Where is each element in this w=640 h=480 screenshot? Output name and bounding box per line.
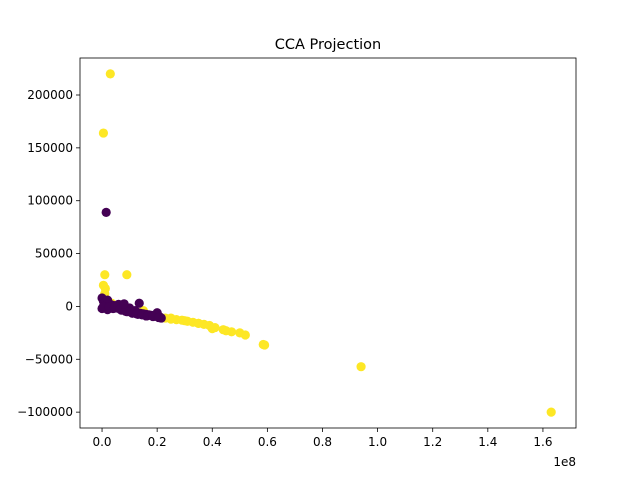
scatter-point-series-1 xyxy=(101,207,111,217)
scatter-point-series-0 xyxy=(221,326,231,336)
y-tick-label: 200000 xyxy=(27,88,73,102)
scatter-point-series-0 xyxy=(240,330,250,340)
x-axis: 0.0 0.2 0.4 0.6 0.8 1.0 1.2 1.4 1.6 xyxy=(92,428,552,449)
scatter-point-series-0 xyxy=(207,324,217,334)
y-tick-label: 100000 xyxy=(27,194,73,208)
plot-frame xyxy=(79,57,577,429)
y-tick-label: −50000 xyxy=(25,352,73,366)
y-tick-label: 0 xyxy=(65,299,73,313)
scatter-point-series-1 xyxy=(119,299,129,309)
y-tick-label: 150000 xyxy=(27,141,73,155)
scatter-point-series-0 xyxy=(100,270,110,280)
scatter-point-series-1 xyxy=(134,298,144,308)
points-layer xyxy=(97,69,556,417)
x-tick-label: 1.0 xyxy=(368,435,387,449)
scatter-point-series-0 xyxy=(166,313,176,323)
x-tick-label: 0.4 xyxy=(203,435,222,449)
scatter-point-series-0 xyxy=(260,340,270,350)
y-tick-label: −100000 xyxy=(17,405,73,419)
scatter-point-series-0 xyxy=(98,128,109,138)
scatter-point-series-0 xyxy=(193,318,204,328)
x-tick-label: 1.4 xyxy=(478,435,497,449)
x-tick-label: 0.6 xyxy=(258,435,277,449)
x-tick-label: 0.8 xyxy=(313,435,332,449)
x-tick-label: 1.6 xyxy=(533,435,552,449)
scatter-point-series-0 xyxy=(122,270,132,280)
x-tick-label: 0.2 xyxy=(148,435,167,449)
scatter-point-series-0 xyxy=(546,407,556,417)
x-axis-offset-label: 1e8 xyxy=(553,455,576,469)
scatter-point-series-1 xyxy=(153,312,164,323)
y-axis: −100000 −50000 0 50000 100000 150000 200000 xyxy=(17,88,80,419)
scatter-point-series-0 xyxy=(356,362,366,372)
y-tick-label: 50000 xyxy=(35,247,73,261)
chart-title: CCA Projection xyxy=(275,37,381,53)
x-tick-label: 1.2 xyxy=(423,435,442,449)
scatter-point-series-0 xyxy=(180,316,190,326)
x-tick-label: 0.0 xyxy=(92,435,111,449)
scatter-point-series-0 xyxy=(105,69,115,79)
